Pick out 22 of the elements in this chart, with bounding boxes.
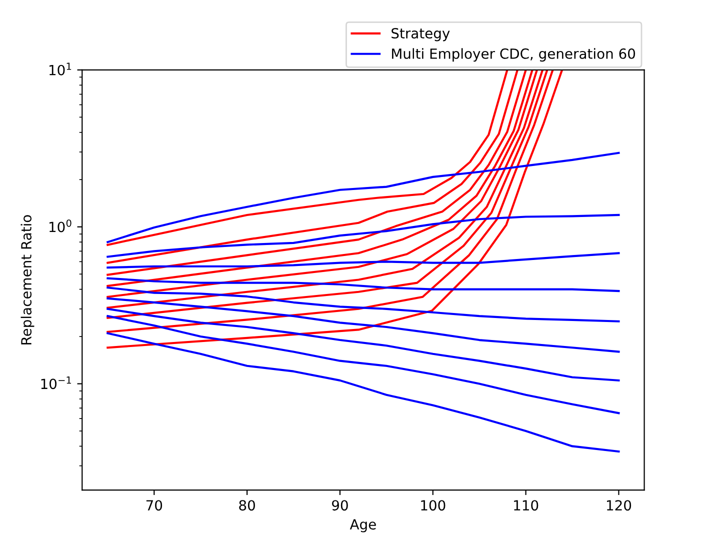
y-axis-title: Replacement Ratio: [20, 215, 34, 344]
x-tick-label: 120: [607, 500, 632, 511]
line-series: [106, 214, 620, 258]
y-tick-label: 10$^{0}$: [49, 219, 72, 232]
y-tick-label: 10$^{1}$: [49, 62, 72, 76]
x-tick-label: 80: [239, 500, 255, 511]
y-tick-label: 10$^{−1}$: [41, 376, 72, 390]
legend-label: Multi Employer CDC, generation 60: [392, 48, 636, 62]
line-series: [106, 277, 620, 292]
line-series: [106, 297, 620, 353]
line-series: [106, 332, 620, 453]
line-series: [106, 152, 620, 244]
line-series: [106, 252, 620, 269]
line-series: [106, 286, 620, 322]
x-tick-label: 110: [514, 500, 538, 511]
legend-label: Strategy: [392, 28, 450, 42]
x-axis-title: Age: [350, 519, 376, 532]
line-series: [106, 315, 620, 414]
x-tick-label: 70: [146, 500, 162, 511]
x-tick-label: 100: [421, 500, 446, 511]
x-tick-label: 90: [332, 500, 348, 511]
line-series: [106, 308, 620, 382]
